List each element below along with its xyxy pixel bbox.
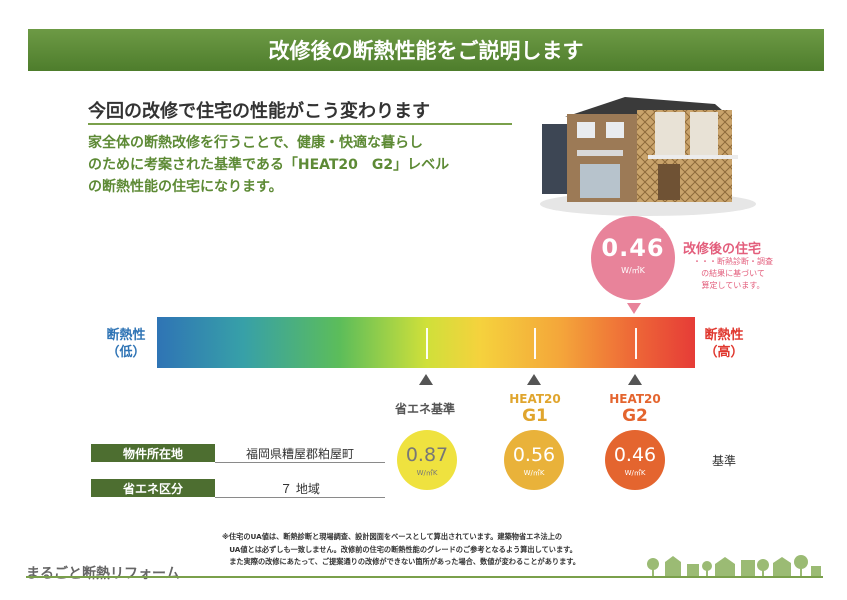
level-label-bottom: G2: [622, 406, 648, 426]
scale-low-label: 断熱性 （低）: [101, 327, 151, 361]
value-circle-g2: 0.46 W/㎡K: [605, 430, 665, 490]
after-value-bubble: ※ 0.46 W/㎡K: [591, 216, 675, 300]
ua-value: 0.87: [405, 444, 449, 466]
ua-unit: W/㎡K: [523, 469, 545, 477]
page-title: 改修後の断熱性能をご説明します: [268, 39, 584, 63]
intro-line: の断熱性能の住宅になります。: [88, 179, 283, 195]
ua-value: 0.46: [613, 444, 657, 466]
tick-g2: [635, 328, 637, 359]
value-circle-g1: 0.56 W/㎡K: [504, 430, 564, 490]
after-note: ・・・断熱診断・調査 の結果に基づいて 算定しています。: [683, 256, 783, 292]
page-banner: 改修後の断熱性能をご説明します: [28, 29, 824, 71]
standard-label: 基準: [712, 454, 737, 468]
ua-unit: W/㎡K: [416, 469, 438, 477]
side-wall: [542, 124, 567, 194]
after-note-line: 算定しています。: [701, 281, 765, 290]
house-illustration: [540, 97, 756, 216]
after-ua-unit: W/㎡K: [621, 266, 645, 275]
scale-high-line: 断熱性: [704, 328, 744, 343]
footnote-line: UA値とは必ずしも一致しません。改修前の住宅の断熱性能のグレードのご参考となるよ…: [222, 544, 577, 554]
footnote-line: ※住宅のUA値は、断熱診断と現場調査、設計図面をベースとして算出されています。建…: [222, 532, 563, 541]
footnote: ※住宅のUA値は、断熱診断と現場調査、設計図面をベースとして算出されています。建…: [222, 531, 642, 569]
scale-low-line: 断熱性: [106, 328, 146, 343]
value-circle-standard: 0.87 W/㎡K: [397, 430, 457, 490]
level-label-g2: HEAT20 G2: [600, 392, 670, 426]
intro-line: 家全体の断熱改修を行うことで、健康・快適な暮らし: [88, 135, 424, 151]
note-mark: ※: [659, 222, 665, 230]
scale-high-line: （高）: [704, 345, 744, 360]
arrow-up-icon: [628, 374, 642, 385]
after-pointer-icon: [627, 303, 641, 314]
after-ua-value: 0.46: [601, 234, 665, 262]
brand-logo-text: まるごと断熱リフォーム: [26, 566, 180, 582]
intro-text: 家全体の断熱改修を行うことで、健康・快適な暮らし のために考案された基準である「…: [88, 132, 508, 198]
level-label-bottom: G1: [522, 406, 548, 426]
level-label-top: HEAT20: [509, 392, 561, 406]
town-silhouette-icon: [647, 555, 821, 576]
tick-g1: [534, 328, 536, 359]
energy-zone-value: ７ 地域: [215, 479, 385, 498]
level-label-standard: 省エネ基準: [394, 402, 455, 416]
property-location-value: 福岡県糟屋郡粕屋町: [215, 444, 385, 463]
after-note-line: ・・・断熱診断・調査: [693, 257, 773, 266]
arrow-up-icon: [527, 374, 541, 385]
heading-underline: [88, 123, 512, 125]
scale-high-label: 断熱性 （高）: [699, 327, 749, 361]
after-note-line: の結果に基づいて: [701, 269, 765, 278]
ua-value: 0.56: [512, 444, 556, 466]
intro-line: のために考案された基準である「HEAT20 G2」レベル: [88, 157, 450, 173]
section-heading: 今回の改修で住宅の性能がこう変わります: [88, 101, 430, 122]
arrow-up-icon: [419, 374, 433, 385]
energy-zone-label: 省エネ区分: [91, 479, 215, 497]
after-title: 改修後の住宅: [683, 242, 762, 257]
level-label-g1: HEAT20 G1: [500, 392, 570, 426]
ua-unit: W/㎡K: [624, 469, 646, 477]
level-label-top: HEAT20: [609, 392, 661, 406]
scale-low-line: （低）: [106, 345, 146, 360]
tick-standard: [426, 328, 428, 359]
footnote-line: また実際の改修にあたって、ご提案通りの改修ができない箇所があった場合、数値が変わ…: [222, 557, 580, 566]
property-location-label: 物件所在地: [91, 444, 215, 462]
footer-line: [26, 576, 823, 578]
